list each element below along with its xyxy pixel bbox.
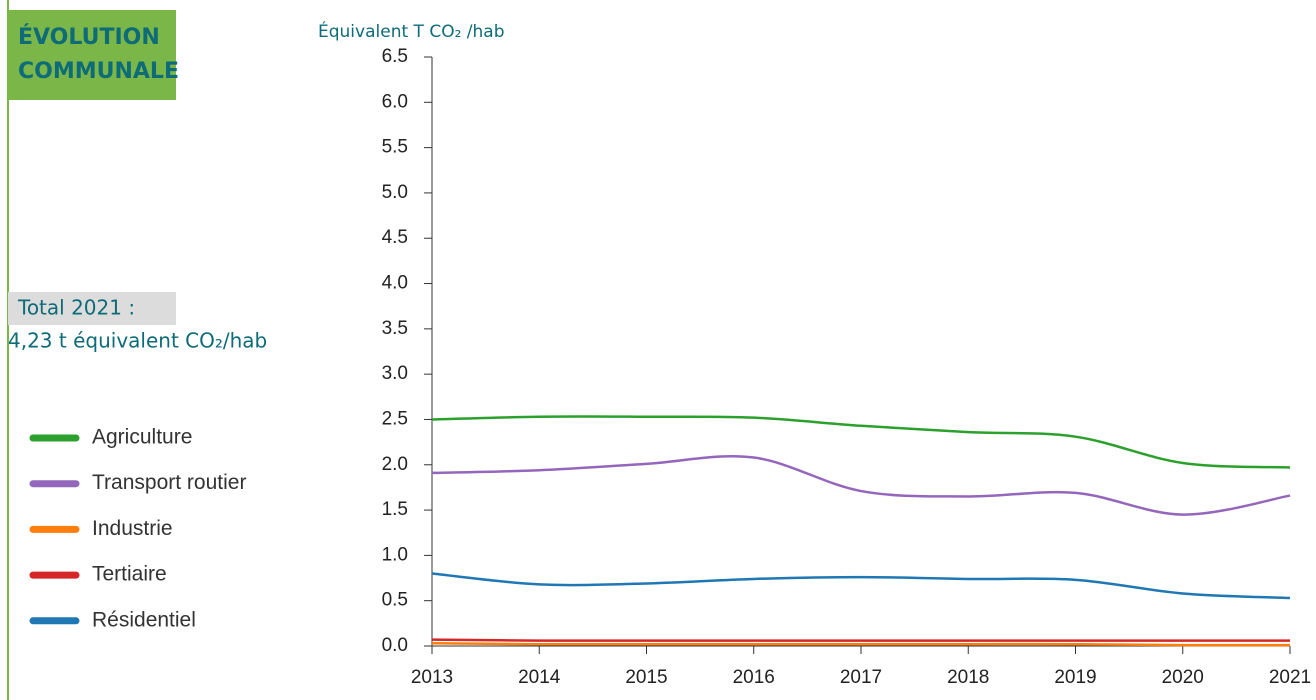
x-tick-label: 2014: [518, 667, 561, 688]
x-tick-label: 2015: [625, 667, 667, 688]
x-tick-label: 2020: [1162, 667, 1204, 688]
series-line: [431, 415, 1291, 469]
x-tick-label: 2019: [1054, 667, 1096, 688]
legend-label: Résidentiel: [92, 608, 196, 631]
y-tick-label: 1.0: [382, 544, 408, 565]
y-tick-label: 0.5: [382, 590, 408, 611]
legend-label: Transport routier: [92, 471, 246, 494]
x-tick-label: 2018: [947, 667, 989, 688]
series-line: [431, 638, 1290, 642]
legend-label: Agriculture: [92, 426, 192, 449]
y-tick-label: 2.5: [382, 408, 408, 429]
y-tick-label: 5.0: [382, 182, 408, 203]
y-tick-label: 0.0: [382, 635, 408, 656]
total-label: Total 2021 :: [17, 296, 135, 320]
total-value: 4,23 t équivalent CO₂/hab: [8, 329, 267, 353]
y-tick-label: 4.5: [382, 227, 408, 248]
y-tick-label: 3.0: [382, 363, 408, 384]
chart-title: ÉVOLUTION COMMUNALE: [18, 24, 179, 84]
y-tick-label: 3.5: [382, 318, 408, 339]
legend-label: Industrie: [92, 517, 173, 540]
y-tick-label: 5.5: [382, 137, 408, 158]
series-line: [431, 454, 1291, 516]
x-tick-label: 2013: [411, 667, 453, 688]
y-tick-label: 6.0: [382, 91, 408, 112]
x-tick-label: 2021: [1269, 667, 1311, 688]
y-axis-label: Équivalent T CO₂ /hab: [318, 20, 505, 42]
x-tick-label: 2016: [733, 667, 775, 688]
y-tick-label: 1.5: [382, 499, 408, 520]
total-box: [8, 292, 176, 325]
series-line: [431, 572, 1291, 600]
title-box: [8, 10, 176, 100]
x-tick-label: 2017: [840, 667, 882, 688]
y-tick-label: 6.5: [382, 46, 408, 67]
legend-label: Tertiaire: [92, 563, 167, 586]
y-tick-label: 4.0: [382, 273, 408, 294]
series-line: [431, 642, 1291, 647]
y-tick-label: 2.0: [382, 454, 408, 475]
